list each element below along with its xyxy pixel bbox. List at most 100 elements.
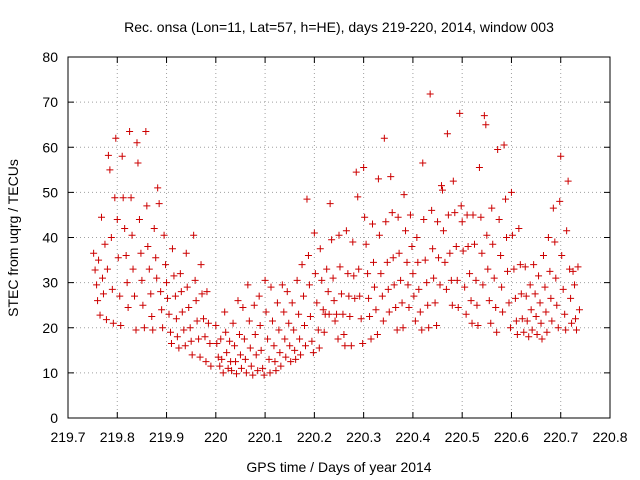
data-point bbox=[254, 367, 262, 375]
data-point bbox=[308, 337, 316, 345]
data-point bbox=[212, 321, 220, 329]
data-point bbox=[448, 301, 456, 309]
data-point bbox=[282, 353, 290, 361]
data-point bbox=[108, 285, 116, 293]
data-point bbox=[99, 290, 107, 298]
data-point bbox=[416, 308, 424, 316]
data-point bbox=[526, 281, 534, 289]
data-point bbox=[162, 261, 170, 269]
data-point bbox=[171, 292, 179, 300]
data-point bbox=[421, 256, 429, 264]
data-point bbox=[287, 358, 295, 366]
data-point bbox=[574, 263, 582, 271]
data-point bbox=[404, 281, 412, 289]
data-point bbox=[344, 270, 352, 278]
data-point bbox=[572, 315, 580, 323]
data-point bbox=[148, 312, 156, 320]
data-point bbox=[183, 283, 191, 291]
data-point bbox=[233, 370, 241, 378]
data-point bbox=[127, 194, 135, 202]
data-point bbox=[255, 292, 263, 300]
data-point bbox=[542, 308, 550, 316]
data-point bbox=[382, 218, 390, 226]
data-point bbox=[246, 344, 254, 352]
data-point bbox=[547, 294, 555, 302]
data-point bbox=[515, 224, 523, 232]
data-point bbox=[128, 231, 136, 239]
data-point bbox=[155, 200, 163, 208]
data-point bbox=[559, 285, 567, 293]
data-point bbox=[378, 292, 386, 300]
data-point bbox=[506, 324, 514, 332]
data-point bbox=[361, 213, 369, 221]
data-point bbox=[528, 326, 536, 334]
data-point bbox=[213, 340, 221, 348]
data-point bbox=[364, 270, 372, 278]
data-points bbox=[90, 90, 583, 379]
data-point bbox=[191, 276, 199, 284]
data-point bbox=[311, 270, 319, 278]
data-point bbox=[116, 292, 124, 300]
data-point bbox=[331, 317, 339, 325]
data-point bbox=[458, 218, 466, 226]
data-point bbox=[429, 245, 437, 253]
data-point bbox=[235, 331, 243, 339]
data-point bbox=[423, 279, 431, 287]
data-point bbox=[261, 276, 269, 284]
data-point bbox=[494, 146, 502, 154]
data-point bbox=[346, 312, 354, 320]
data-point bbox=[342, 227, 350, 235]
data-point bbox=[459, 247, 467, 255]
data-point bbox=[517, 290, 525, 298]
data-point bbox=[140, 324, 148, 332]
data-point bbox=[523, 317, 531, 325]
data-point bbox=[207, 362, 215, 370]
data-point bbox=[497, 252, 505, 260]
data-point bbox=[561, 310, 569, 318]
data-point bbox=[244, 281, 252, 289]
data-point bbox=[495, 215, 503, 223]
data-point bbox=[522, 292, 530, 300]
data-point bbox=[499, 308, 507, 316]
data-point bbox=[402, 227, 410, 235]
data-point bbox=[420, 215, 428, 223]
data-point bbox=[163, 279, 171, 287]
data-point bbox=[510, 265, 518, 273]
data-point bbox=[370, 283, 378, 291]
data-point bbox=[158, 306, 166, 314]
data-point bbox=[119, 194, 127, 202]
data-point bbox=[232, 358, 240, 366]
data-point bbox=[456, 109, 464, 117]
data-point bbox=[202, 358, 210, 366]
data-point bbox=[178, 308, 186, 316]
data-point bbox=[93, 281, 101, 289]
data-point bbox=[217, 335, 225, 343]
data-point bbox=[221, 308, 229, 316]
data-point bbox=[290, 326, 298, 334]
data-point bbox=[377, 270, 385, 278]
data-point bbox=[498, 283, 506, 291]
data-point bbox=[541, 283, 549, 291]
y-axis-label: STEC from uqrg / TECUs bbox=[5, 159, 21, 317]
data-point bbox=[268, 317, 276, 325]
data-point bbox=[418, 326, 426, 334]
data-point bbox=[305, 281, 313, 289]
data-point bbox=[454, 303, 462, 311]
data-point bbox=[478, 249, 486, 257]
data-point bbox=[154, 184, 162, 192]
data-point bbox=[490, 274, 498, 282]
data-point bbox=[102, 316, 110, 324]
data-point bbox=[319, 306, 327, 314]
data-point bbox=[186, 324, 194, 332]
data-point bbox=[187, 337, 195, 345]
data-point bbox=[564, 177, 572, 185]
data-point bbox=[428, 206, 436, 214]
data-point bbox=[185, 303, 193, 311]
data-point bbox=[383, 258, 391, 266]
data-point bbox=[374, 175, 382, 183]
data-point bbox=[557, 152, 565, 160]
data-point bbox=[275, 326, 283, 334]
data-point bbox=[313, 299, 321, 307]
data-point bbox=[502, 195, 510, 203]
data-point bbox=[172, 315, 180, 323]
